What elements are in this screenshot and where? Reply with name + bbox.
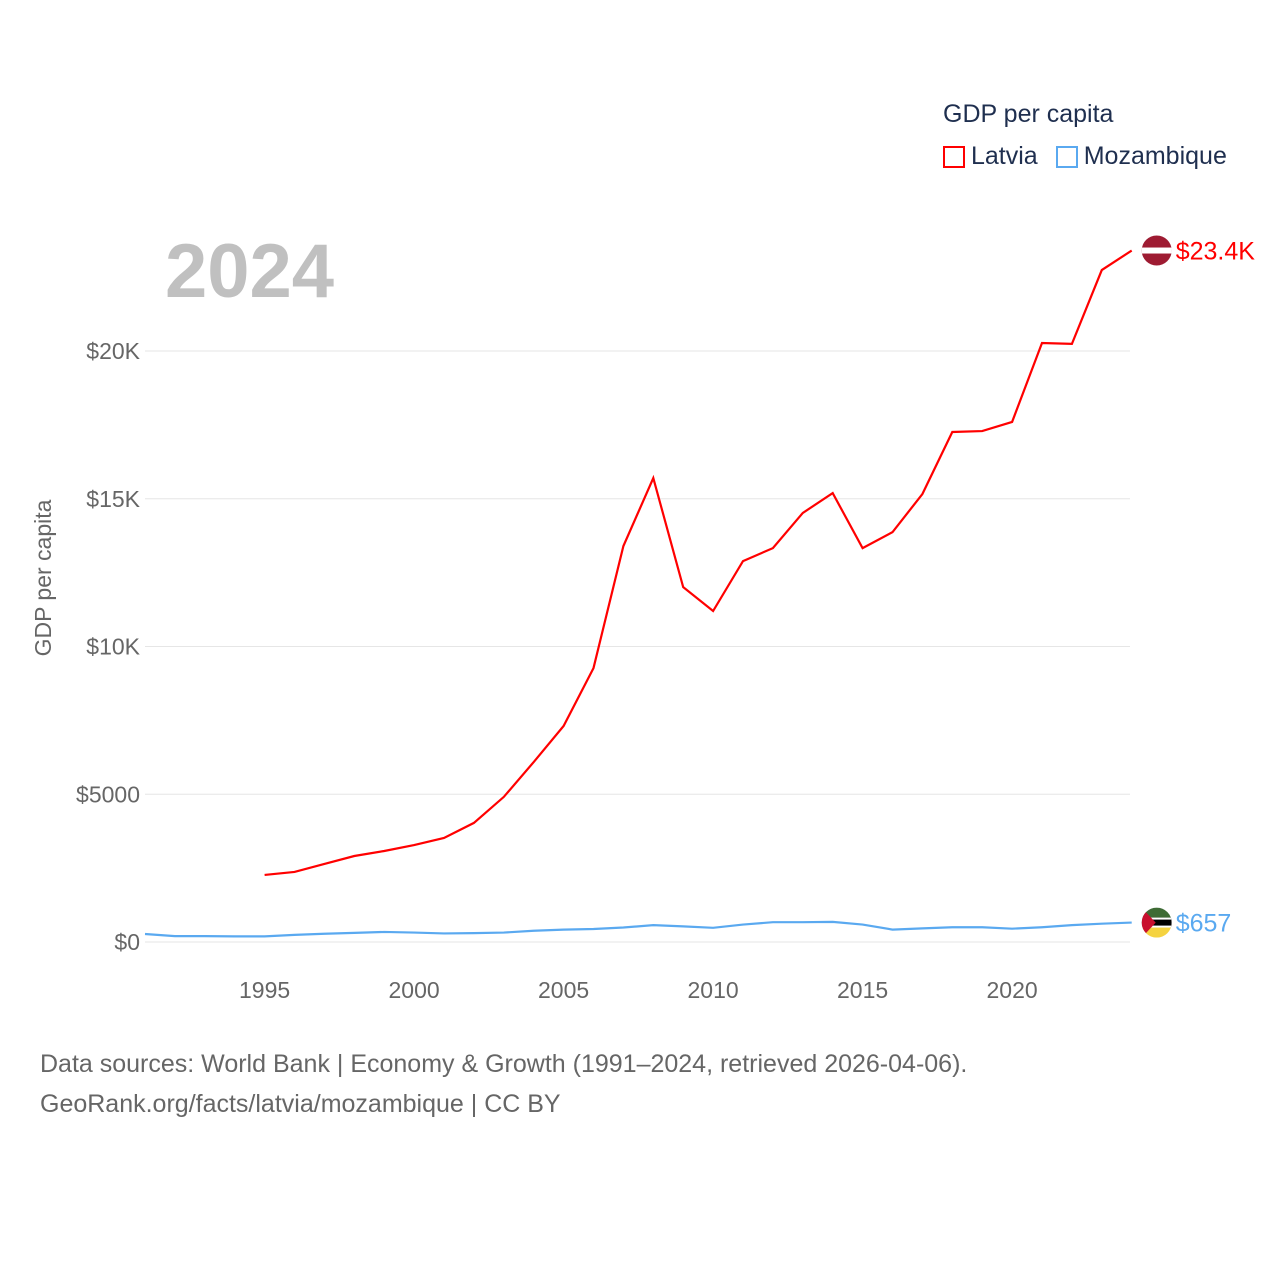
legend-swatch [1055,146,1078,168]
legend-title: GDP per capita [943,100,1114,128]
year-label: 2024 [165,229,335,314]
x-tick-label: 2020 [987,977,1038,1003]
mozambique-flag-icon [1141,907,1172,938]
legend-item-latvia[interactable]: Latvia [943,142,1038,171]
series-line-latvia [264,249,1133,877]
x-tick-label: 2010 [688,977,739,1003]
legend-label: Latvia [971,142,1038,170]
legend-item-mozambique[interactable]: Mozambique [1055,142,1227,171]
y-axis-label: GDP per capita [30,499,56,656]
x-tick-label: 2015 [837,977,888,1003]
end-value-label: $657 [1176,910,1232,938]
series-line-mozambique [144,920,1132,938]
x-tick-label: 2005 [538,977,589,1003]
x-tick-label: 1995 [239,977,290,1003]
y-tick-label: $10K [86,634,140,660]
y-tick-label: $15K [86,486,140,512]
source-note: Data sources: World Bank | Economy & Gro… [40,1044,967,1124]
legend: Latvia Mozambique [943,142,1227,171]
y-tick-label: $5000 [76,781,140,807]
source-line-1: Data sources: World Bank | Economy & Gro… [40,1050,968,1078]
y-tick-label: $0 [114,929,140,955]
end-value-label: $23.4K [1176,238,1256,266]
y-tick-label: $20K [86,338,140,364]
x-tick-label: 2000 [389,977,440,1003]
source-line-2[interactable]: GeoRank.org/facts/latvia/mozambique | CC… [40,1090,561,1118]
legend-swatch [943,146,965,168]
latvia-flag-icon [1141,235,1172,266]
legend-label: Mozambique [1083,142,1227,170]
